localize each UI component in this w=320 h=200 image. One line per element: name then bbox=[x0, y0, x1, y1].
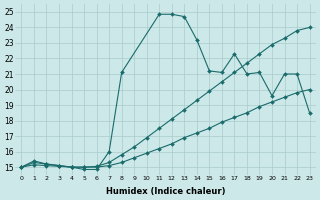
X-axis label: Humidex (Indice chaleur): Humidex (Indice chaleur) bbox=[106, 187, 225, 196]
